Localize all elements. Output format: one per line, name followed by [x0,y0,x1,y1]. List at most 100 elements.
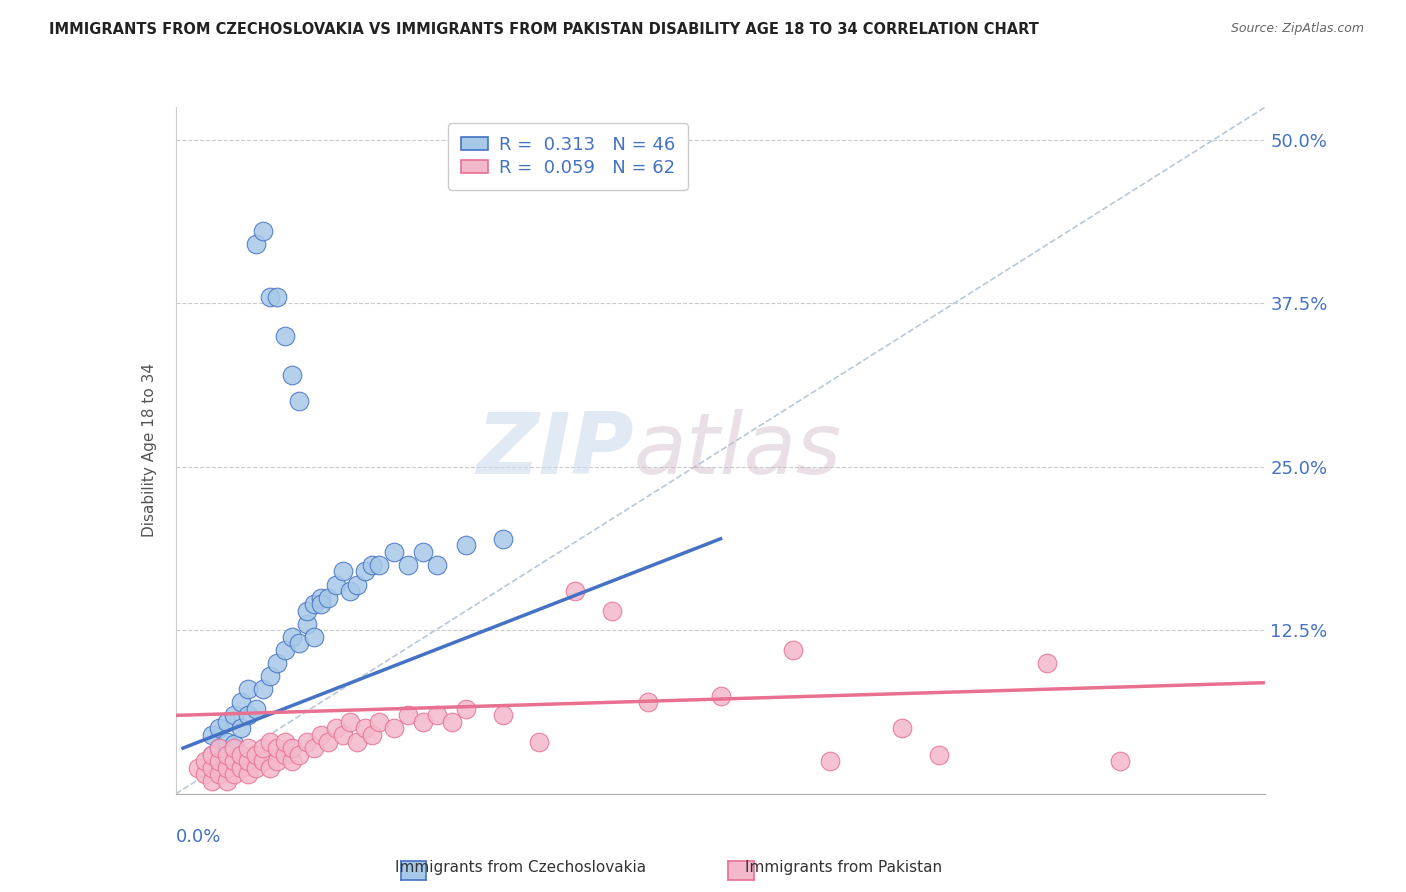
Point [360,728,382,742]
Point [194,767,217,781]
Point [222,754,245,768]
Point [295,604,318,618]
Y-axis label: Disability Age 18 to 34: Disability Age 18 to 34 [142,363,157,538]
Point [368,558,391,572]
Point [274,734,297,748]
Point [215,761,238,775]
Point [302,597,325,611]
Point [266,754,288,768]
Point [231,722,253,736]
Point [396,708,419,723]
Point [318,591,340,605]
Point [259,669,281,683]
Point [281,368,304,383]
Text: Immigrants from Pakistan: Immigrants from Pakistan [745,860,942,874]
Point [231,747,253,762]
Point [288,636,311,650]
Point [238,754,260,768]
Point [208,722,231,736]
Point [782,643,804,657]
Point [274,747,297,762]
Point [818,754,841,768]
Point [259,761,281,775]
Point [201,773,224,788]
Point [238,767,260,781]
Point [382,722,405,736]
Point [245,747,267,762]
Point [492,532,515,546]
Point [325,722,347,736]
Text: Immigrants from Czechoslovakia: Immigrants from Czechoslovakia [395,860,645,874]
Point [245,761,267,775]
Point [238,741,260,756]
Point [208,767,231,781]
Point [295,734,318,748]
Point [928,747,950,762]
Point [710,689,733,703]
Point [346,734,368,748]
Point [564,584,586,599]
Point [309,728,332,742]
Point [1109,754,1132,768]
Point [245,237,267,252]
Point [382,545,405,559]
Text: Source: ZipAtlas.com: Source: ZipAtlas.com [1230,22,1364,36]
Point [222,741,245,756]
Point [222,767,245,781]
Point [1036,656,1059,670]
Point [325,577,347,591]
Point [295,616,318,631]
Point [456,702,478,716]
Point [600,604,623,618]
Point [274,329,297,343]
Point [281,630,304,644]
Text: 0.0%: 0.0% [176,828,221,847]
Point [238,682,260,697]
Point [208,741,231,756]
Point [440,714,463,729]
Point [368,714,391,729]
Point [332,565,354,579]
Point [215,714,238,729]
Point [186,761,209,775]
Point [339,714,361,729]
Point [891,722,914,736]
Point [252,741,274,756]
Point [339,584,361,599]
Point [309,591,332,605]
Point [238,708,260,723]
Point [208,754,231,768]
Point [201,728,224,742]
Point [252,682,274,697]
Point [309,597,332,611]
Point [266,741,288,756]
Point [208,741,231,756]
Point [222,737,245,751]
Point [302,741,325,756]
Point [346,577,368,591]
Point [274,643,297,657]
Point [360,558,382,572]
Point [259,290,281,304]
Point [201,761,224,775]
Legend: R =  0.313   N = 46, R =  0.059   N = 62: R = 0.313 N = 46, R = 0.059 N = 62 [449,123,688,190]
Text: IMMIGRANTS FROM CZECHOSLOVAKIA VS IMMIGRANTS FROM PAKISTAN DISABILITY AGE 18 TO : IMMIGRANTS FROM CZECHOSLOVAKIA VS IMMIGR… [49,22,1039,37]
Point [266,290,288,304]
Point [353,722,375,736]
Point [201,747,224,762]
Text: ZIP: ZIP [475,409,633,492]
Point [288,394,311,409]
Point [215,734,238,748]
Point [281,741,304,756]
Point [231,761,253,775]
Point [492,708,515,723]
Point [222,708,245,723]
Point [396,558,419,572]
Point [245,702,267,716]
Point [194,754,217,768]
Point [412,714,434,729]
Point [318,734,340,748]
Point [201,747,224,762]
Point [288,747,311,762]
Point [231,695,253,709]
